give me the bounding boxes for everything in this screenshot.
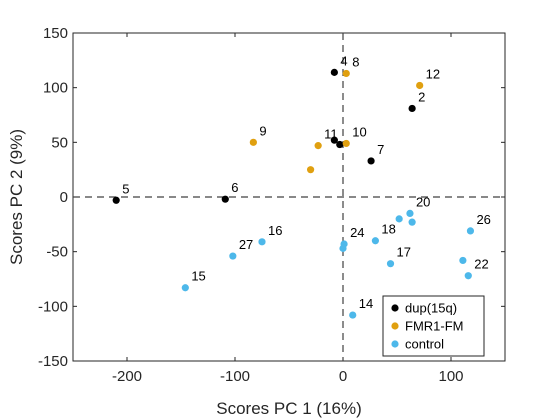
- x-tick-label: 100: [438, 368, 463, 385]
- data-point: [367, 157, 374, 164]
- data-point: [409, 219, 416, 226]
- data-point: [416, 82, 423, 89]
- point-label: 10: [352, 124, 366, 139]
- legend-marker: [391, 304, 398, 311]
- point-label: 15: [191, 269, 205, 284]
- data-point: [459, 257, 466, 264]
- point-label: 17: [397, 245, 411, 260]
- y-tick-label: 150: [43, 25, 68, 42]
- point-label: 27: [239, 237, 253, 252]
- point-label: 14: [359, 296, 373, 311]
- data-point: [307, 166, 314, 173]
- y-tick-label: -100: [38, 298, 68, 315]
- data-point: [339, 245, 346, 252]
- point-label: 7: [377, 142, 384, 157]
- data-point: [113, 197, 120, 204]
- y-axis-title: Scores PC 2 (9%): [7, 129, 26, 265]
- data-point: [467, 227, 474, 234]
- point-label: 16: [268, 223, 282, 238]
- legend-marker: [391, 322, 398, 329]
- data-point: [222, 196, 229, 203]
- data-point: [229, 252, 236, 259]
- data-point: [343, 70, 350, 77]
- point-label: 26: [476, 212, 490, 227]
- y-tick-label: 100: [43, 80, 68, 97]
- data-point: [409, 105, 416, 112]
- legend-entry: dup(15q): [405, 301, 457, 316]
- y-tick-label: 50: [51, 134, 68, 151]
- y-tick-label: -150: [38, 353, 68, 370]
- data-point: [336, 141, 343, 148]
- legend: dup(15q) FMR1-FM control: [383, 296, 484, 356]
- point-label: 9: [259, 123, 266, 138]
- data-point: [250, 139, 257, 146]
- data-point: [315, 142, 322, 149]
- data-point: [349, 311, 356, 318]
- legend-entry: control: [405, 337, 444, 352]
- y-tick-label: 0: [60, 189, 68, 206]
- data-point: [465, 272, 472, 279]
- data-point: [372, 237, 379, 244]
- point-label: 24: [350, 225, 364, 240]
- point-label: 18: [381, 222, 395, 237]
- data-point: [406, 210, 413, 217]
- point-label: 8: [352, 54, 359, 69]
- data-point: [343, 140, 350, 147]
- point-label: 12: [426, 66, 440, 81]
- x-tick-label: -200: [112, 368, 142, 385]
- data-point: [258, 238, 265, 245]
- point-label: 5: [122, 181, 129, 196]
- data-point: [182, 284, 189, 291]
- point-label: 22: [474, 257, 488, 272]
- x-axis-title: Scores PC 1 (16%): [216, 399, 362, 418]
- x-tick-label: -100: [220, 368, 250, 385]
- point-label: 11: [324, 127, 338, 142]
- data-point: [331, 69, 338, 76]
- data-point: [396, 215, 403, 222]
- legend-marker: [391, 340, 398, 347]
- data-point: [387, 260, 394, 267]
- x-tick-label: 0: [339, 368, 347, 385]
- point-label: 6: [231, 180, 238, 195]
- point-label: 4: [340, 53, 347, 68]
- y-tick-label: -50: [46, 244, 68, 261]
- point-label: 20: [416, 194, 430, 209]
- point-label: 2: [418, 89, 425, 104]
- legend-entry: FMR1-FM: [405, 319, 464, 334]
